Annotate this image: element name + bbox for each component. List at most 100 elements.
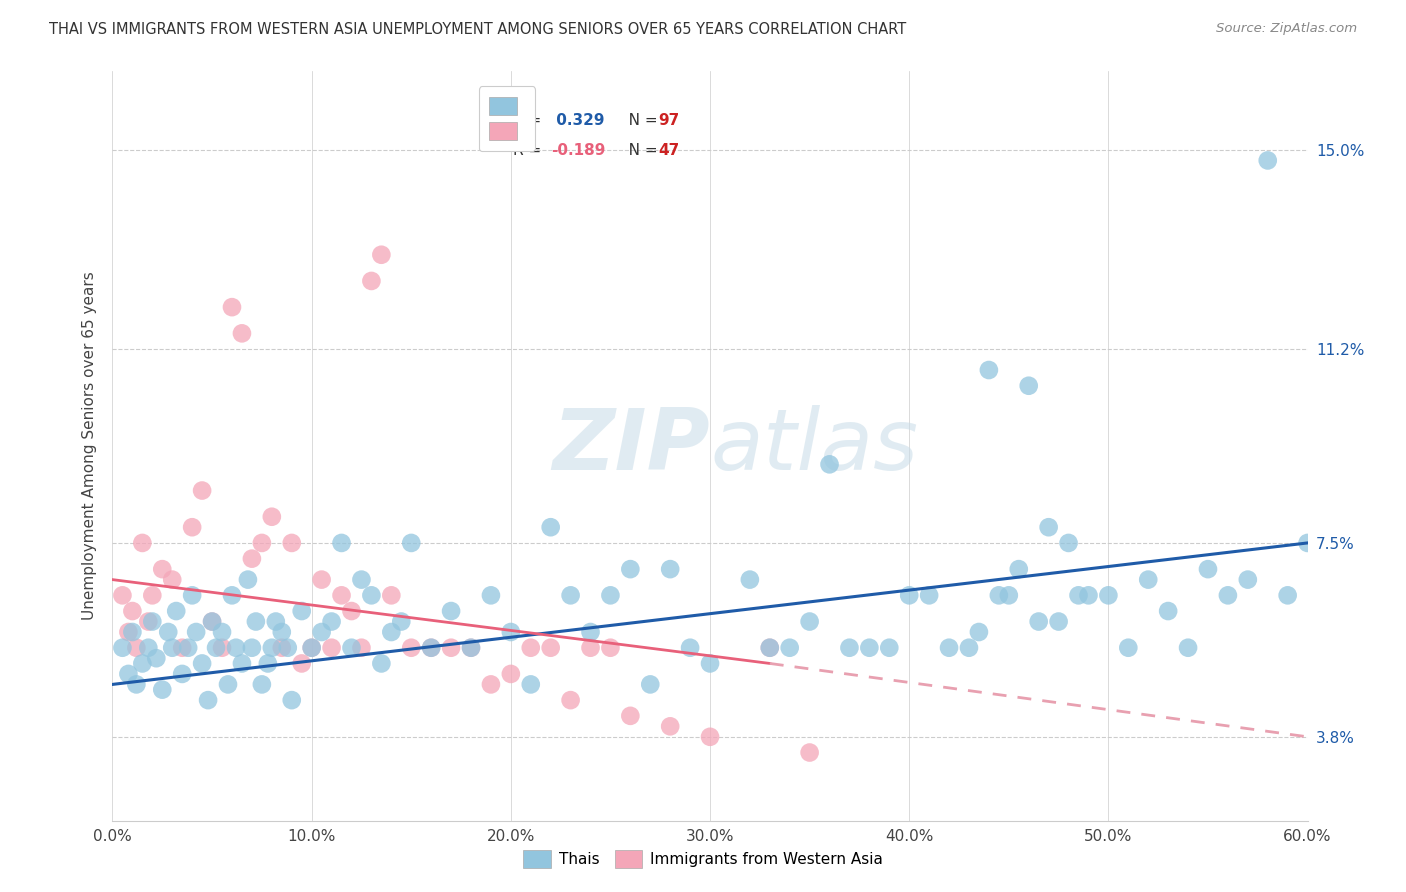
Text: THAI VS IMMIGRANTS FROM WESTERN ASIA UNEMPLOYMENT AMONG SENIORS OVER 65 YEARS CO: THAI VS IMMIGRANTS FROM WESTERN ASIA UNE… (49, 22, 907, 37)
Point (401, 536, 423, 550)
Point (141, 615, 163, 629)
Point (131, 536, 153, 550)
Point (977, 363, 1000, 377)
Point (380, 588, 402, 602)
Point (1237, 573, 1260, 587)
Point (659, 719, 682, 733)
Text: 47: 47 (658, 143, 681, 158)
Point (291, 657, 314, 671)
Point (111, 640, 134, 655)
Text: N =: N = (614, 143, 662, 158)
Point (1157, 604, 1180, 618)
Point (191, 657, 214, 671)
Point (231, 657, 253, 671)
Point (145, 651, 167, 665)
Point (460, 640, 482, 655)
Point (759, 640, 782, 655)
Point (117, 667, 139, 681)
Point (240, 640, 263, 655)
Text: Source: ZipAtlas.com: Source: ZipAtlas.com (1216, 22, 1357, 36)
Point (360, 274, 382, 288)
Point (579, 640, 602, 655)
Point (350, 640, 373, 655)
Point (479, 677, 502, 691)
Point (141, 588, 163, 602)
Point (260, 509, 283, 524)
Legend: , : , (478, 87, 536, 151)
Point (281, 693, 304, 707)
Point (165, 604, 187, 618)
Point (181, 588, 204, 602)
Point (560, 588, 582, 602)
Point (350, 573, 373, 587)
Point (1028, 615, 1050, 629)
Point (898, 588, 921, 602)
Point (679, 640, 702, 655)
Point (998, 588, 1021, 602)
Point (460, 640, 482, 655)
Point (967, 625, 990, 640)
Point (172, 640, 194, 655)
Point (311, 625, 333, 640)
Point (205, 640, 228, 655)
Point (330, 588, 353, 602)
Point (311, 573, 333, 587)
Point (499, 625, 522, 640)
Point (281, 536, 304, 550)
Point (640, 677, 662, 691)
Point (440, 604, 463, 618)
Text: -0.189: -0.189 (551, 143, 606, 158)
Point (370, 657, 392, 671)
Point (1257, 153, 1279, 168)
Legend: Thais, Immigrants from Western Asia: Thais, Immigrants from Western Asia (516, 843, 890, 875)
Text: atlas: atlas (710, 404, 918, 488)
Point (270, 640, 292, 655)
Point (520, 640, 543, 655)
Point (1047, 615, 1070, 629)
Point (321, 640, 343, 655)
Point (260, 640, 283, 655)
Text: R =: R = (513, 143, 546, 158)
Point (440, 640, 463, 655)
Point (759, 640, 782, 655)
Y-axis label: Unemployment Among Seniors over 65 years: Unemployment Among Seniors over 65 years (82, 272, 97, 620)
Point (221, 588, 243, 602)
Point (957, 640, 980, 655)
Point (162, 573, 183, 587)
Point (1057, 536, 1080, 550)
Point (245, 615, 267, 629)
Point (197, 693, 219, 707)
Point (499, 667, 522, 681)
Point (1216, 588, 1239, 602)
Point (579, 625, 602, 640)
Point (117, 625, 139, 640)
Point (599, 640, 621, 655)
Point (779, 640, 801, 655)
Point (401, 640, 423, 655)
Point (181, 520, 204, 534)
Point (236, 573, 259, 587)
Point (138, 615, 160, 629)
Point (121, 625, 143, 640)
Point (799, 615, 821, 629)
Point (1008, 562, 1031, 576)
Point (125, 640, 148, 655)
Point (599, 588, 621, 602)
Point (1277, 588, 1299, 602)
Point (111, 588, 134, 602)
Text: N =: N = (614, 112, 662, 128)
Point (918, 588, 941, 602)
Point (1097, 588, 1119, 602)
Point (799, 746, 821, 760)
Point (186, 625, 208, 640)
Point (479, 588, 502, 602)
Point (619, 709, 641, 723)
Point (738, 573, 761, 587)
Text: ZIP: ZIP (553, 404, 710, 488)
Point (1197, 562, 1219, 576)
Point (858, 640, 880, 655)
Point (380, 625, 402, 640)
Point (157, 625, 180, 640)
Point (659, 562, 682, 576)
Point (420, 640, 443, 655)
